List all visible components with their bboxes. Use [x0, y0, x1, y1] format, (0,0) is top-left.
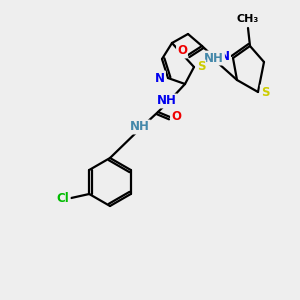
Text: S: S [261, 85, 269, 98]
Text: Cl: Cl [57, 191, 70, 205]
Text: NH: NH [157, 94, 177, 107]
Text: O: O [171, 110, 181, 122]
Text: S: S [197, 61, 205, 74]
Text: N: N [155, 71, 165, 85]
Text: O: O [177, 44, 187, 58]
Text: CH₃: CH₃ [237, 14, 259, 24]
Text: NH: NH [130, 121, 150, 134]
Text: NH: NH [204, 52, 224, 64]
Text: N: N [220, 50, 230, 64]
